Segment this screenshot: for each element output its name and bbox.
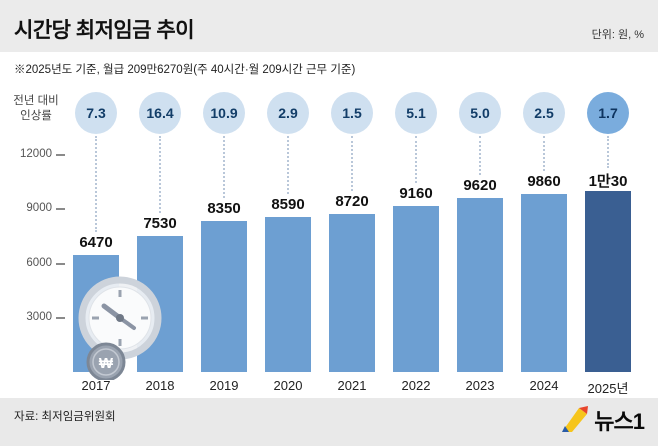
bar-value-label: 8590 xyxy=(271,195,305,213)
y-axis-tick-label: 12000 xyxy=(20,148,52,160)
connector-dotted-line xyxy=(287,136,289,194)
bar xyxy=(393,206,439,372)
connector-dotted-line xyxy=(543,136,545,171)
bar-value-label: 9160 xyxy=(399,185,433,203)
y-axis-tick-label: 9000 xyxy=(26,202,52,215)
connector-dotted-line xyxy=(479,136,481,176)
bar-value-label: 7530 xyxy=(143,214,177,232)
x-axis-category-label: 2018 xyxy=(145,378,175,393)
connector-dotted-line xyxy=(351,136,353,192)
connector-dotted-line xyxy=(95,136,97,232)
news1-logo: 뉴스1 xyxy=(558,404,645,436)
x-axis-category-label: 2022 xyxy=(401,378,431,393)
unit-label: 단위: 원, % xyxy=(591,29,644,41)
rate-circle: 16.4 xyxy=(139,92,181,134)
rate-circle: 5.1 xyxy=(395,92,437,134)
bar-value-label: 9620 xyxy=(463,177,497,195)
x-axis-category-label: 2023 xyxy=(465,378,495,393)
bar-value-label: 8350 xyxy=(207,200,241,217)
bar xyxy=(585,190,631,372)
y-axis-tick-mark xyxy=(56,316,65,319)
rate-axis-caption: 전년 대비 인상률 xyxy=(8,94,64,124)
bar xyxy=(457,198,503,372)
bar xyxy=(329,214,375,372)
x-axis-category-label: 2024 xyxy=(529,378,559,393)
rate-circle: 7.3 xyxy=(75,92,117,134)
rate-axis-caption-line1: 전년 대비 xyxy=(13,95,59,107)
header: 시간당 최저임금 추이 단위: 원, % xyxy=(0,0,658,52)
y-axis-tick-mark xyxy=(56,208,65,211)
subtitle-note: ※2025년도 기준, 월급 209만6270원(주 40시간·월 209시간 … xyxy=(14,64,356,76)
connector-dotted-line xyxy=(223,136,225,198)
x-axis-category-label: 2020 xyxy=(273,378,303,393)
y-axis-tick-mark xyxy=(56,262,65,265)
y-axis-tick-mark xyxy=(56,154,65,156)
x-axis-category-label: 2021 xyxy=(337,378,367,393)
rate-circle: 2.9 xyxy=(267,92,309,134)
source-label: 자료: 최저임금위원회 xyxy=(14,411,116,423)
rate-circle: 1.7 xyxy=(587,92,629,134)
connector-dotted-line xyxy=(607,136,609,168)
connector-dotted-line xyxy=(159,136,161,213)
bar xyxy=(265,216,311,372)
rate-circle: 2.5 xyxy=(523,92,565,134)
bar-value-label: 1만30 xyxy=(588,172,628,190)
connector-dotted-line xyxy=(415,136,417,184)
bar xyxy=(73,255,119,372)
bar xyxy=(521,193,567,372)
page-title: 시간당 최저임금 추이 xyxy=(14,19,195,42)
bar-value-label: 9860 xyxy=(527,172,561,190)
news1-logo-text: 뉴스1 xyxy=(594,409,645,434)
bar xyxy=(137,235,183,372)
rate-circle: 10.9 xyxy=(203,92,245,134)
y-axis-tick-label: 6000 xyxy=(26,256,52,269)
x-axis-category-label: 2019 xyxy=(209,378,239,393)
news1-logo-icon xyxy=(562,406,589,432)
rate-axis-caption-line2: 인상률 xyxy=(20,110,52,122)
rate-circle: 5.0 xyxy=(459,92,501,134)
y-axis-tick-label: 3000 xyxy=(26,310,52,323)
x-axis-category-label: 2017 xyxy=(81,378,111,393)
rate-circle: 1.5 xyxy=(331,92,373,134)
bar-value-label: 8720 xyxy=(335,193,369,211)
x-axis-category-label: 2025년 xyxy=(587,381,629,396)
bar-value-label: 6470 xyxy=(79,234,113,251)
footer: 자료: 최저임금위원회 뉴스1 xyxy=(0,398,658,446)
bar xyxy=(201,221,247,372)
